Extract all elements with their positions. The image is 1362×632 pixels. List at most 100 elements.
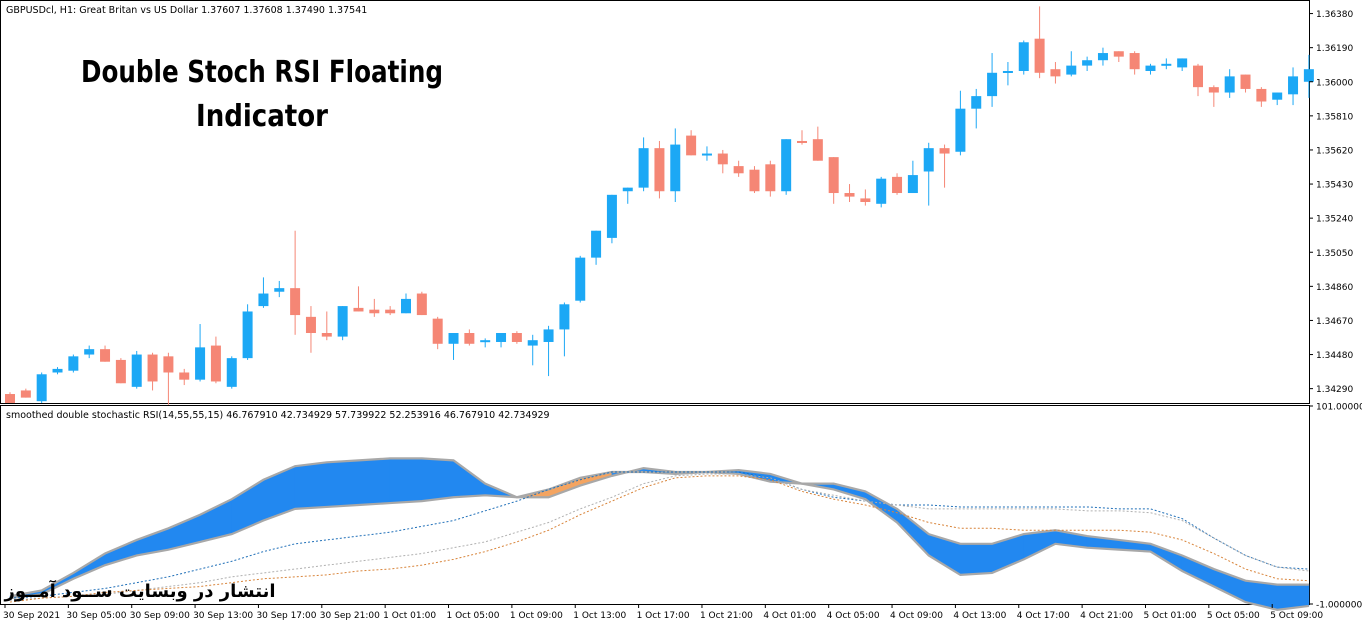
candle-body — [1050, 69, 1061, 77]
price-axis-label: 1.34480 — [1316, 351, 1353, 361]
time-axis-label: 1 Oct 05:00 — [447, 611, 500, 621]
candle-body — [638, 148, 649, 188]
candle — [876, 176, 887, 208]
candle — [115, 358, 126, 384]
indicator-fill-segment — [294, 461, 328, 510]
price-axis-label: 1.34860 — [1316, 283, 1353, 293]
candle-body — [939, 148, 950, 154]
time-axis-label: 30 Sep 17:00 — [256, 611, 316, 621]
candle-body — [369, 309, 380, 314]
candle — [36, 372, 47, 403]
indicator-info: smoothed double stochastic RSI(14,55,55,… — [6, 410, 550, 421]
candle-body — [860, 198, 871, 202]
candle-body — [511, 333, 522, 342]
candle — [1272, 92, 1283, 106]
candle-body — [1208, 87, 1219, 93]
price-axis-label: 1.34290 — [1316, 385, 1353, 395]
price-axis-label: 1.35810 — [1316, 112, 1353, 122]
candle-body — [543, 329, 554, 342]
candle — [1303, 54, 1314, 98]
candle-body — [812, 139, 823, 161]
candle-body — [115, 359, 126, 384]
candle-body — [559, 304, 570, 330]
candle-body — [84, 349, 95, 355]
indicator-fill-segment — [358, 458, 391, 506]
candle — [353, 286, 364, 312]
candle — [369, 298, 380, 317]
candle-body — [1240, 74, 1251, 89]
symbol-info: GBPUSDcl, H1: Great Britan vs US Dollar … — [6, 5, 367, 16]
price-axis-label: 1.35050 — [1316, 249, 1353, 259]
candle-body — [480, 340, 491, 343]
price-axis-label: 1.35430 — [1316, 181, 1353, 191]
candle — [987, 53, 998, 107]
time-axis-label: 30 Sep 21:00 — [320, 611, 380, 621]
candle — [955, 90, 966, 156]
candle-body — [1018, 42, 1029, 71]
candle — [52, 367, 63, 375]
time-axis-label: 1 Oct 17:00 — [637, 611, 690, 621]
candle — [654, 140, 665, 199]
candle — [1129, 51, 1140, 75]
time-axis-label: 1 Oct 21:00 — [700, 611, 753, 621]
candle-body — [20, 390, 31, 398]
candle — [733, 160, 744, 177]
candle-body — [68, 356, 79, 371]
candle — [923, 142, 934, 206]
candle-body — [321, 333, 332, 337]
candle — [749, 166, 760, 194]
candle — [20, 388, 31, 398]
candle-body — [416, 293, 427, 316]
overlay-title-line2: Indicator — [196, 99, 328, 134]
candle-body — [1272, 92, 1283, 100]
candle — [290, 230, 301, 335]
candle-body — [717, 153, 728, 165]
candle — [464, 329, 475, 346]
candle — [448, 333, 459, 360]
candle-body — [226, 358, 237, 387]
candle-body — [828, 157, 839, 194]
indicator-fill-segment — [389, 458, 423, 504]
candle — [1050, 62, 1061, 84]
candle — [179, 368, 190, 386]
candle-body — [337, 306, 348, 337]
candle — [559, 302, 570, 357]
candle — [860, 189, 871, 206]
candle-body — [923, 148, 934, 172]
candle — [670, 128, 681, 202]
candle — [971, 88, 982, 129]
candle — [686, 130, 697, 156]
candle — [432, 316, 443, 350]
candle-body — [290, 288, 301, 316]
price-axis-label: 1.34670 — [1316, 317, 1353, 327]
candle — [337, 306, 348, 341]
candle — [1082, 56, 1093, 71]
candle — [844, 184, 855, 202]
candle-body — [591, 230, 602, 258]
candle-body — [1256, 88, 1267, 102]
indicator-axis-label: -1.000000 — [1316, 601, 1362, 611]
time-axis-label: 4 Oct 21:00 — [1080, 611, 1133, 621]
candle-body — [353, 307, 364, 312]
candle — [638, 137, 649, 192]
candle-body — [844, 193, 855, 197]
candle — [1224, 69, 1235, 98]
indicator-fast-line — [9, 457, 1309, 598]
candle — [892, 173, 903, 195]
candle-body — [258, 293, 269, 307]
candle — [1177, 58, 1188, 71]
candle-body — [892, 176, 903, 194]
candle-body — [749, 169, 760, 192]
indicator-fill-segment — [960, 543, 993, 576]
candle — [606, 194, 617, 244]
candle-body — [464, 333, 475, 344]
price-axis-label: 1.35240 — [1316, 215, 1353, 225]
candle-body — [36, 374, 47, 402]
candle-body — [733, 166, 744, 174]
candle-body — [1145, 65, 1156, 71]
candles-layer — [5, 6, 1314, 405]
candle-body — [179, 372, 190, 380]
time-axis-label: 5 Oct 09:00 — [1270, 611, 1323, 621]
candle — [226, 356, 237, 389]
indicator-lower-band — [9, 475, 1309, 603]
